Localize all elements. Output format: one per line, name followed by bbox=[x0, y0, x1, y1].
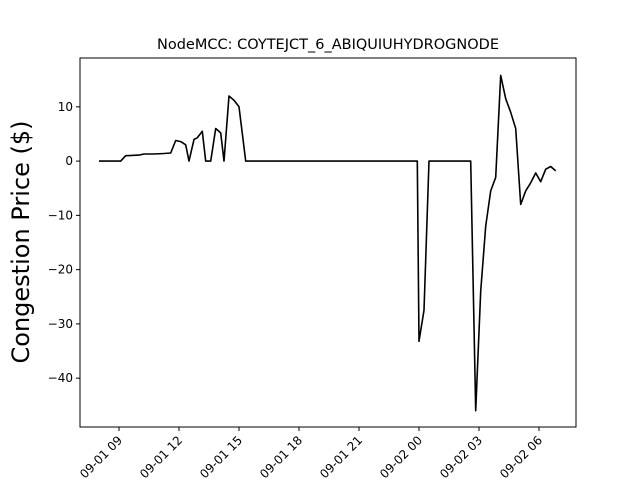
y-tick-label: −10 bbox=[48, 208, 73, 222]
plot-area bbox=[79, 57, 577, 428]
y-tick-label: −20 bbox=[48, 263, 73, 277]
y-tick-label: −30 bbox=[48, 317, 73, 331]
chart-title: NodeMCC: COYTEJCT_6_ABIQUIUHYDROGNODE bbox=[157, 37, 499, 53]
y-tick-label: −40 bbox=[48, 371, 73, 385]
y-axis-label: Congestion Price ($) bbox=[7, 121, 35, 364]
y-axis-ticks: 10 0 −10 −20 −30 −40 bbox=[48, 100, 80, 385]
y-tick-label: 0 bbox=[65, 154, 73, 168]
series-line bbox=[99, 74, 557, 412]
y-tick-label: 10 bbox=[58, 100, 73, 114]
axes-frame bbox=[79, 57, 577, 428]
